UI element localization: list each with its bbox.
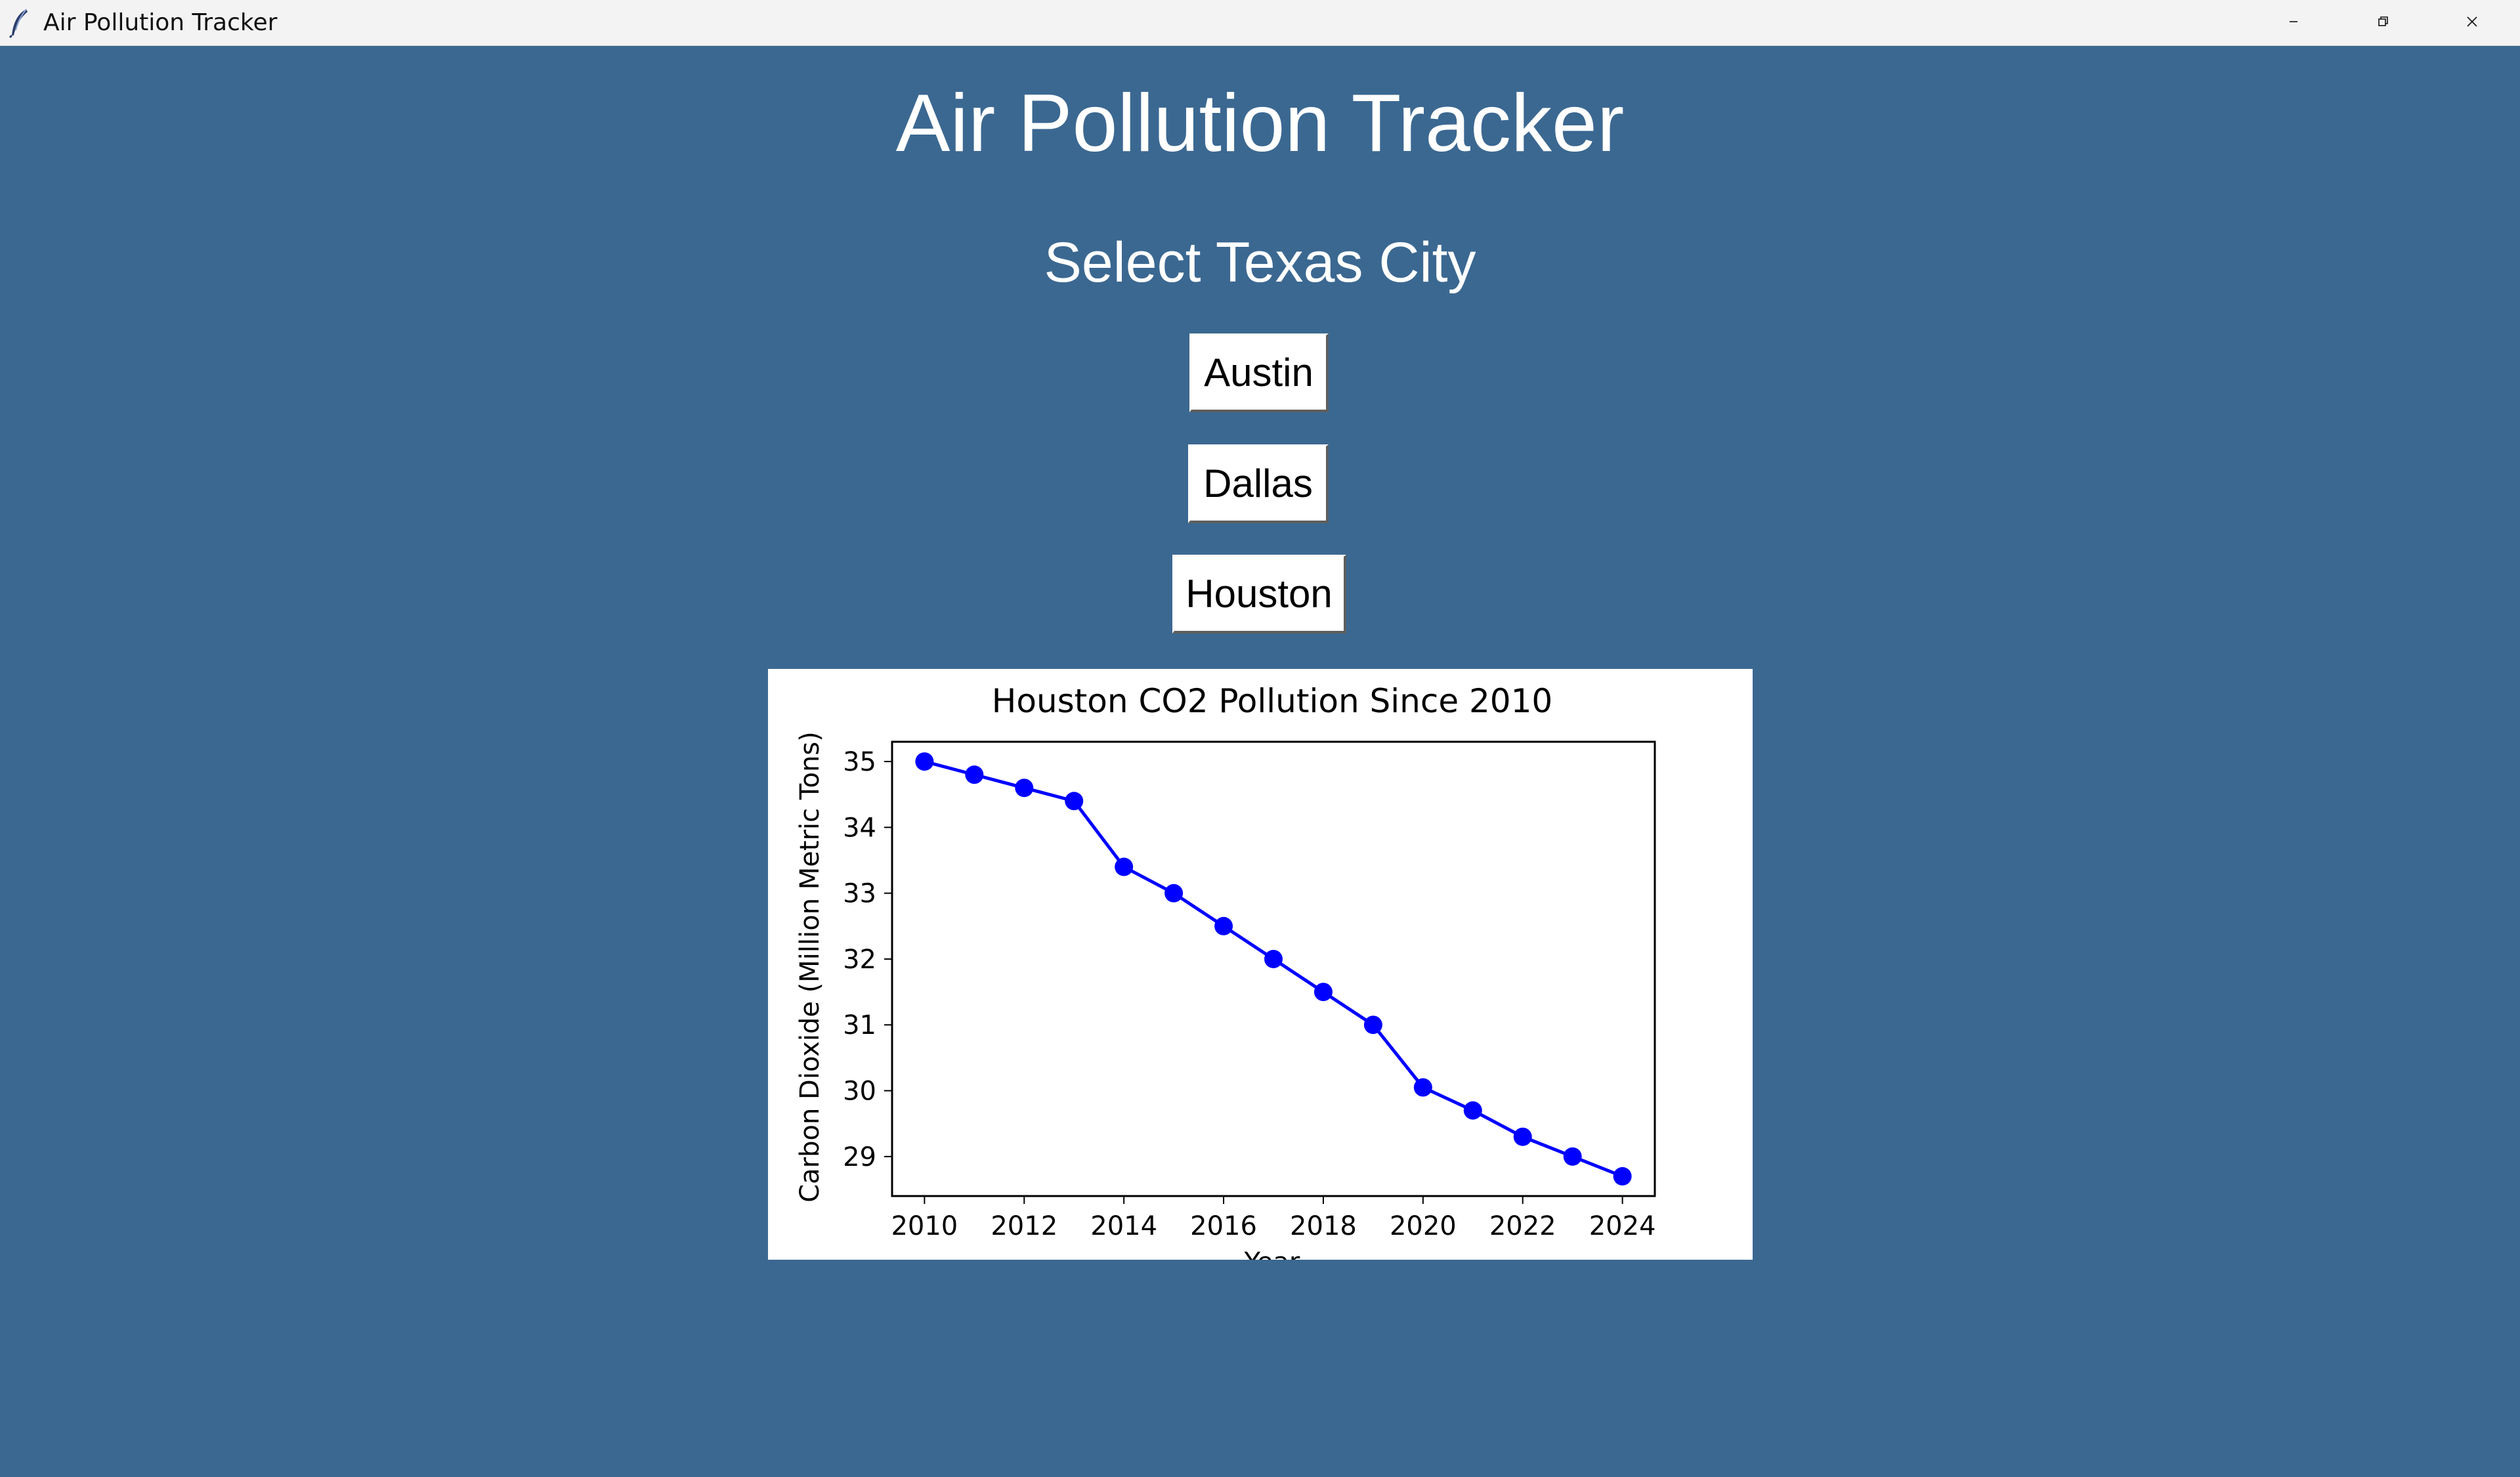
x-tick-label: 2016 [1190,1211,1257,1241]
y-tick-label: 29 [843,1142,876,1172]
x-tick-label: 2022 [1489,1211,1556,1241]
data-point [1115,857,1134,876]
data-point [1313,983,1333,1002]
data-point [1264,949,1283,968]
plot-area-frame [891,740,1656,1197]
series-line [924,760,1623,1178]
x-axis-label: Year [1244,1247,1300,1260]
x-tick-label: 2024 [1589,1211,1656,1241]
chart-title: Houston CO2 Pollution Since 2010 [992,682,1553,720]
maximize-button[interactable] [2338,0,2427,43]
y-tick-label: 31 [843,1010,876,1040]
y-axis-label: Carbon Dioxide (Million Metric Tons) [795,731,825,1203]
minimize-icon [2290,21,2297,22]
close-button[interactable] [2427,0,2517,43]
data-point [1363,1016,1382,1035]
austin-button[interactable]: Austin [1189,333,1329,412]
maximize-icon [2378,16,2388,26]
x-tick-label: 2014 [1090,1211,1157,1241]
data-point [965,765,984,784]
houston-button[interactable]: Houston [1172,555,1346,633]
y-tick-label: 35 [843,747,876,777]
select-city-label: Select Texas City [1044,231,1476,294]
data-point [915,752,934,771]
data-point [1513,1127,1532,1146]
data-point [1463,1101,1482,1120]
y-tick-label: 33 [843,879,876,909]
data-point [1164,884,1184,903]
data-point [1613,1167,1632,1186]
y-tick-label: 32 [843,945,876,975]
x-tick-label: 2018 [1290,1211,1357,1241]
x-tick-label: 2010 [891,1211,958,1241]
chart-panel: Houston CO2 Pollution Since 2010 Carbon … [768,669,1753,1260]
feather-icon [7,7,33,39]
data-point [1065,792,1084,811]
y-tick-label: 30 [843,1077,876,1107]
x-tick-label: 2012 [991,1211,1057,1241]
data-point [1214,916,1233,935]
title-bar: Air Pollution Tracker [0,0,2520,46]
data-point [1563,1147,1582,1166]
co2-line-chart: Houston CO2 Pollution Since 2010 Carbon … [795,682,1656,1260]
window-title: Air Pollution Tracker [43,9,278,36]
data-point [1413,1078,1432,1097]
close-icon [2467,16,2477,27]
data-point [1015,779,1034,798]
app-heading: Air Pollution Tracker [895,78,1625,169]
dallas-button[interactable]: Dallas [1188,444,1329,523]
minimize-button[interactable] [2249,0,2338,43]
x-tick-label: 2020 [1390,1211,1457,1241]
y-tick-label: 34 [843,813,876,843]
